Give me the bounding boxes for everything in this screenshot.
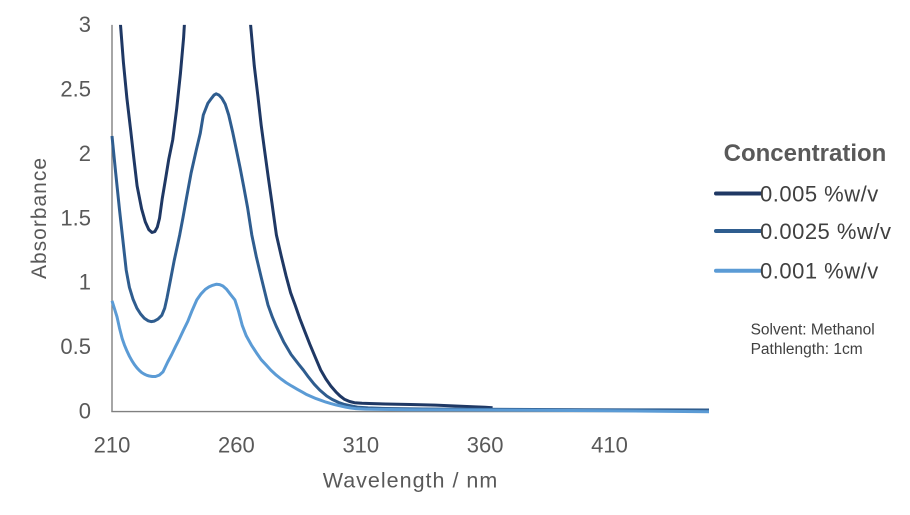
svg-text:360: 360 [467,433,504,458]
svg-text:0.001 %w/v: 0.001 %w/v [760,259,879,284]
svg-text:0: 0 [79,399,91,424]
svg-text:Wavelength / nm: Wavelength / nm [323,469,499,493]
svg-text:Solvent: Methanol: Solvent: Methanol [751,322,875,339]
svg-text:Pathlength: 1cm: Pathlength: 1cm [751,341,863,358]
svg-text:0.0025 %w/v: 0.0025 %w/v [760,219,891,244]
svg-text:Absorbance: Absorbance [28,157,51,279]
svg-text:1: 1 [79,270,91,295]
svg-text:410: 410 [591,433,628,458]
svg-text:0.5: 0.5 [60,334,91,359]
svg-text:310: 310 [342,433,379,458]
svg-text:1.5: 1.5 [60,205,91,230]
svg-text:2: 2 [79,141,91,166]
svg-text:260: 260 [218,433,255,458]
svg-text:Concentration: Concentration [724,140,887,167]
svg-text:0.005 %w/v: 0.005 %w/v [760,181,879,206]
svg-text:210: 210 [94,433,131,458]
svg-text:3: 3 [79,12,91,37]
svg-text:2.5: 2.5 [60,77,91,102]
